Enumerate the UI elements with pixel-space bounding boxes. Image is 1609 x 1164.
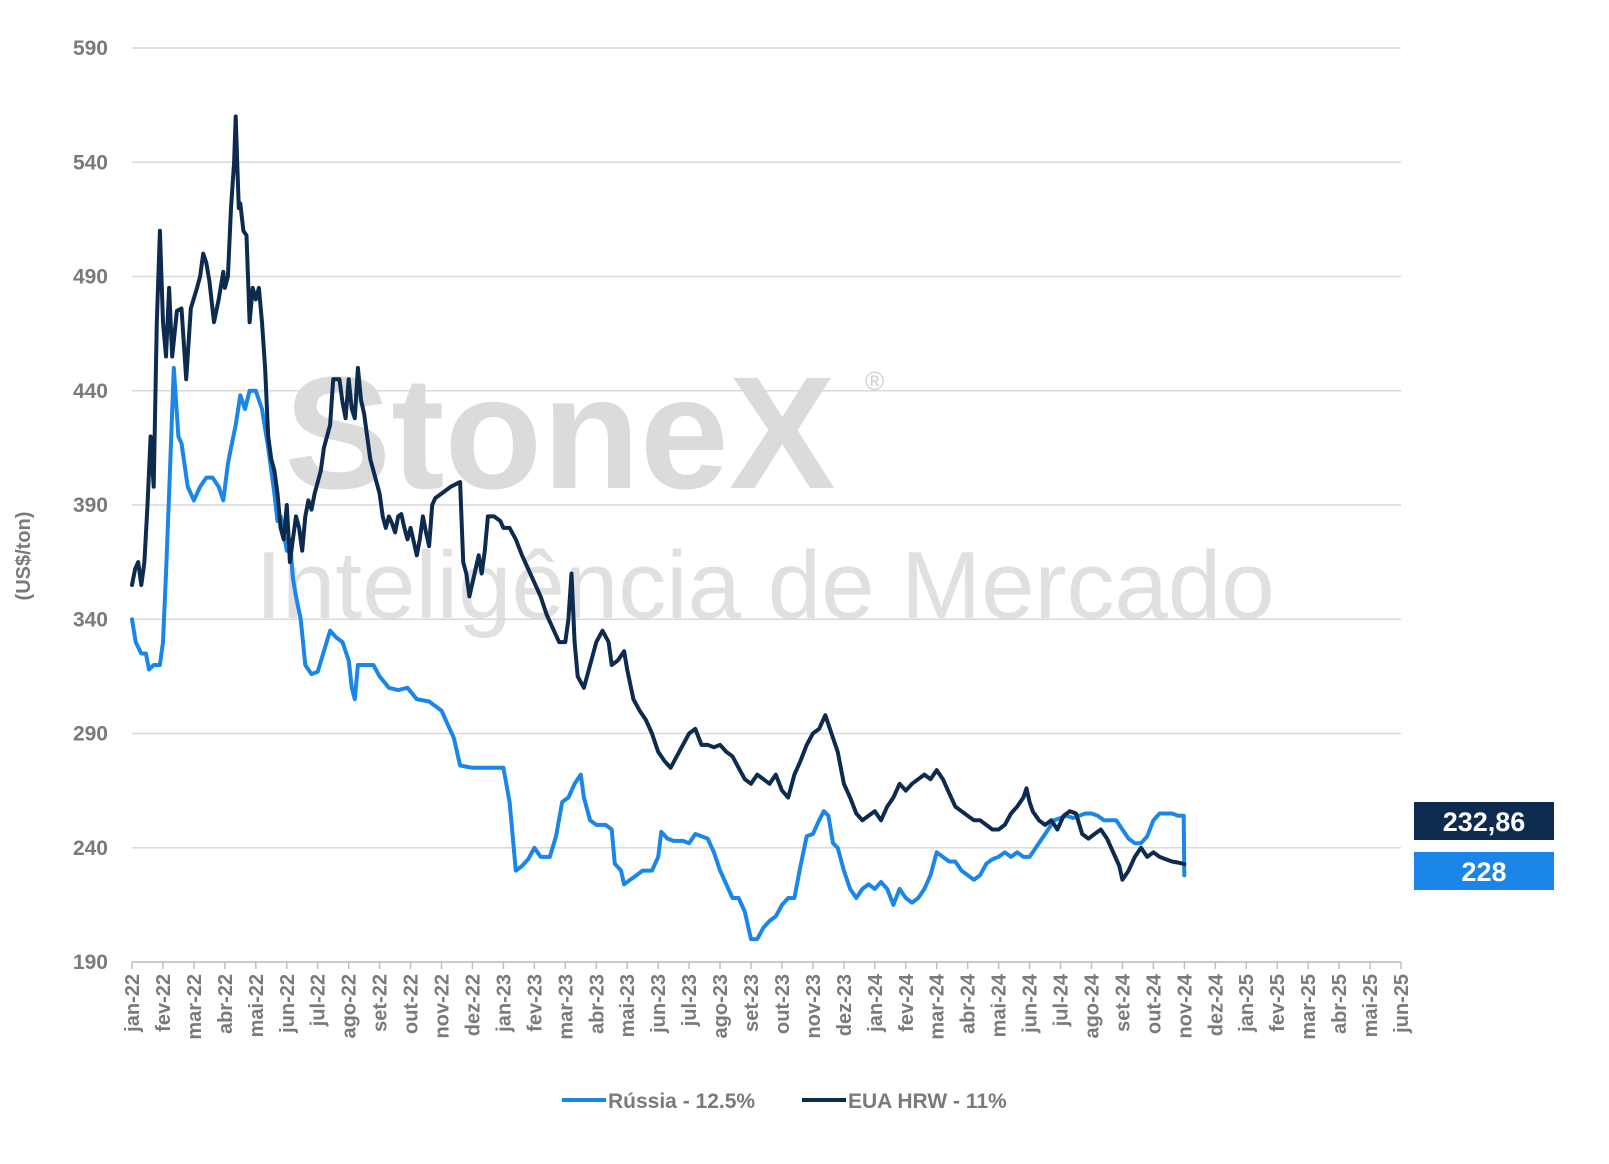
y-tick-label: 490 — [73, 266, 108, 289]
y-tick-label: 540 — [73, 151, 108, 174]
x-tick-label: jul-22 — [308, 974, 330, 1027]
x-axis: jan-22 fev-22 mar-22 abr-22 mai-22 jun-22 jul-… — [122, 961, 1413, 1040]
x-tick-label: nov-23 — [803, 974, 825, 1038]
legend-label-eua-hrw: EUA HRW - 11% — [848, 1090, 1007, 1113]
x-tick-label: set-22 — [370, 974, 392, 1032]
x-tick-label: mar-24 — [927, 973, 949, 1039]
x-tick-label: dez-22 — [462, 974, 484, 1036]
x-tick-label: mar-23 — [555, 974, 577, 1040]
x-tick-label: jan-24 — [865, 973, 887, 1033]
y-tick-label: 390 — [73, 494, 108, 517]
y-axis-label: (US$/ton) — [13, 512, 35, 601]
x-tick-label: jun-22 — [277, 974, 299, 1034]
x-tick-label: fev-23 — [524, 974, 546, 1032]
x-tick-label: jan-23 — [493, 974, 515, 1033]
x-tick-label: out-23 — [772, 974, 794, 1034]
x-tick-label: ago-22 — [339, 974, 361, 1038]
x-tick-label: fev-22 — [153, 974, 175, 1032]
legend-label-russia: Rússia - 12.5% — [608, 1090, 755, 1113]
last-value-label-eua-hrw-box — [1414, 802, 1554, 840]
x-tick-label: out-22 — [401, 974, 423, 1034]
x-tick-label: mai-24 — [989, 973, 1011, 1037]
watermark: StoneX ® Inteligência de Mercado — [255, 343, 1274, 639]
x-tick-label: ago-23 — [710, 974, 732, 1038]
x-tick-label: jun-23 — [648, 974, 670, 1034]
x-tick-label: jan-25 — [1236, 974, 1258, 1033]
y-tick-label: 240 — [73, 837, 108, 860]
y-tick-label: 190 — [73, 951, 108, 974]
x-tick-label: mai-22 — [246, 974, 268, 1037]
last-value-label-russia-box — [1414, 852, 1554, 890]
y-tick-label: 590 — [73, 37, 108, 60]
x-tick-label: abr-24 — [958, 973, 980, 1034]
y-tick-label: 440 — [73, 380, 108, 403]
series-lines — [130, 114, 1187, 942]
x-tick-label: jun-24 — [1020, 973, 1042, 1034]
x-tick-label: abr-23 — [586, 974, 608, 1034]
x-tick-label: mar-22 — [184, 974, 206, 1040]
series-line-russia — [130, 365, 1187, 942]
last-value-label-russia: 228 — [1461, 857, 1506, 887]
series-line-eua-hrw — [130, 114, 1187, 882]
x-tick-label: jul-24 — [1051, 973, 1073, 1027]
x-tick-label: dez-24 — [1205, 973, 1227, 1036]
x-tick-label: jan-22 — [122, 974, 144, 1033]
x-tick-label: set-23 — [741, 974, 763, 1032]
legend: Rússia - 12.5% EUA HRW - 11% — [562, 1090, 1007, 1113]
y-tick-label: 290 — [73, 723, 108, 746]
watermark-tagline: Inteligência de Mercado — [255, 532, 1274, 639]
y-axis: 190 240 290 340 390 440 490 540 590 — [73, 37, 108, 974]
watermark-brand: StoneX — [284, 343, 835, 522]
x-tick-label: jul-23 — [679, 974, 701, 1027]
x-tick-label: nov-24 — [1174, 973, 1196, 1038]
x-tick-label: out-24 — [1143, 973, 1165, 1034]
x-tick-label: ago-24 — [1081, 973, 1103, 1038]
x-tick-label: abr-25 — [1329, 974, 1351, 1034]
last-value-label-eua-hrw: 232,86 — [1443, 807, 1526, 837]
x-tick-label: abr-22 — [215, 974, 237, 1034]
x-tick-label: mai-25 — [1360, 974, 1382, 1037]
x-tick-label: fev-25 — [1267, 974, 1289, 1032]
x-tick-label: mai-23 — [617, 974, 639, 1037]
x-tick-label: set-24 — [1112, 973, 1134, 1032]
x-tick-label: mar-25 — [1298, 974, 1320, 1040]
grid — [132, 47, 1401, 963]
x-tick-label: jun-25 — [1391, 974, 1413, 1034]
last-value-labels: 232,86 228 — [1414, 802, 1554, 890]
x-tick-label: dez-23 — [834, 974, 856, 1036]
x-tick-label: nov-22 — [432, 974, 454, 1038]
watermark-registered-mark: ® — [865, 366, 884, 396]
y-tick-label: 340 — [73, 608, 108, 631]
x-tick-label: fev-24 — [896, 973, 918, 1032]
